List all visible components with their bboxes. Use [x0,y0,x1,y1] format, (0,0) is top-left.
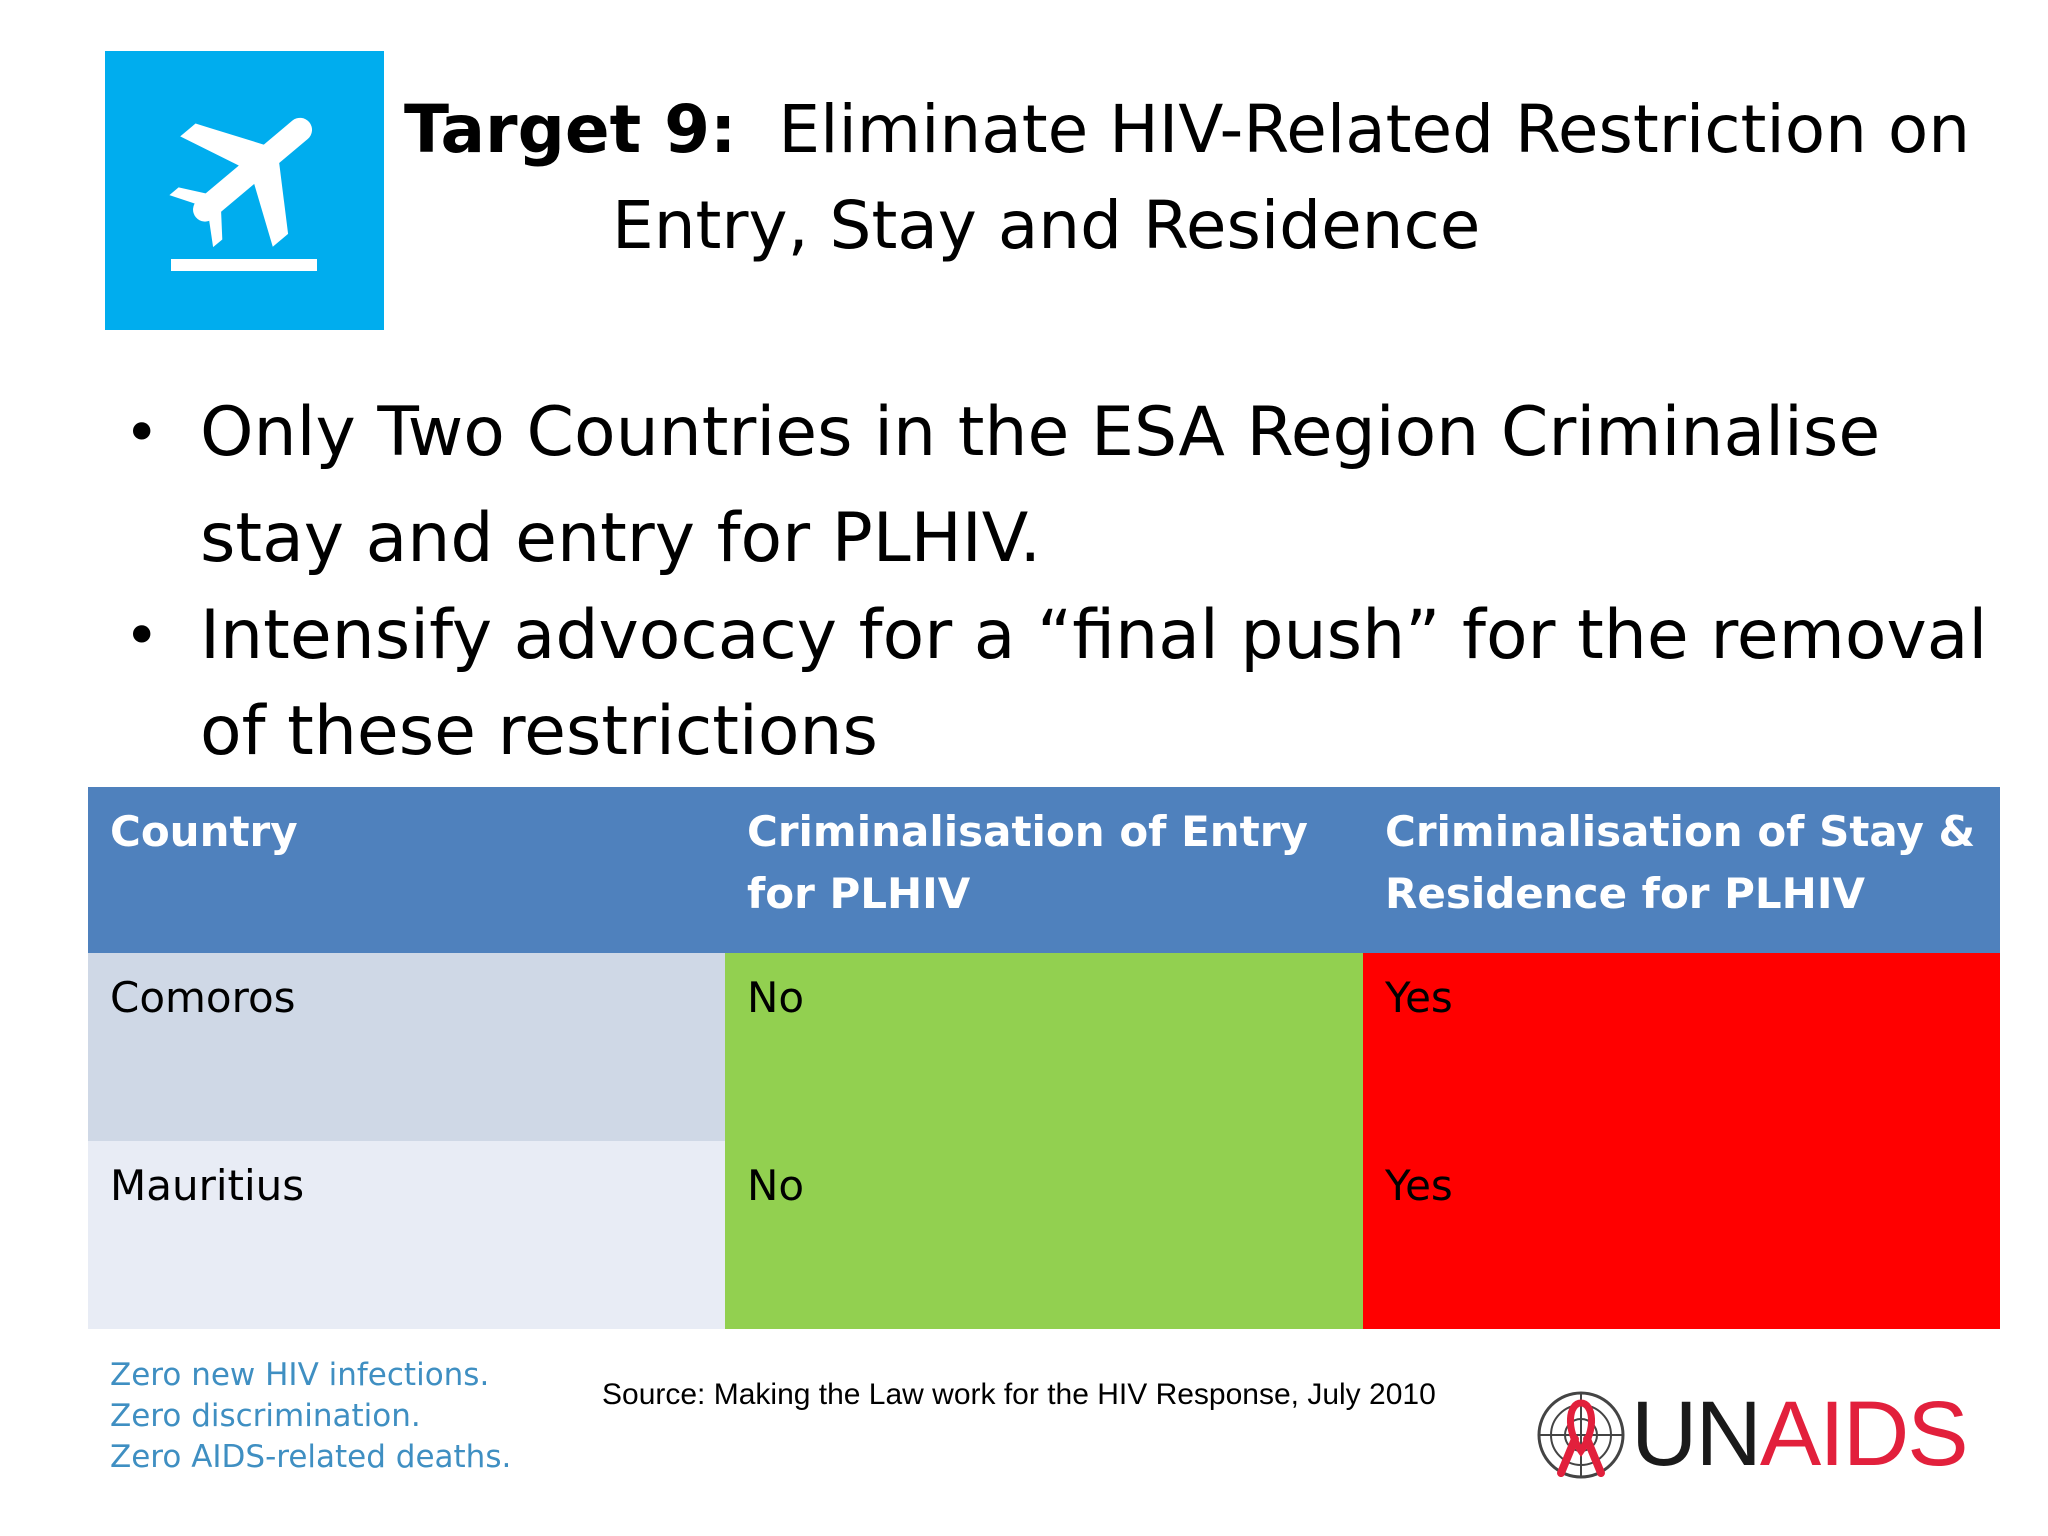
slogan-line: Zero new HIV infections. [110,1357,490,1393]
cell-country: Comoros [88,953,725,1141]
zero-slogan: Zero new HIV infections. Zero discrimina… [110,1355,511,1478]
table-row: Mauritius No Yes [88,1141,2000,1329]
table-header-row: Country Criminalisation of Entry for PLH… [88,787,2000,953]
table-row: Comoros No Yes [88,953,2000,1141]
slogan-line: Zero discrimination. [110,1398,421,1434]
cell-country: Mauritius [88,1141,725,1329]
cell-entry: No [725,953,1363,1141]
airplane-departure-icon [169,117,317,271]
bullet-item-1: Only Two Countries in the ESA Region Cri… [120,380,2000,592]
cell-stay: Yes [1363,1141,2000,1329]
title-line-1: Target 9: Eliminate HIV-Related Restrict… [404,91,1970,168]
header-country: Country [88,787,725,953]
bullet-2-line-1: Intensify advocacy for a “final push” fo… [200,596,1988,675]
slogan-line: Zero AIDS-related deaths. [110,1439,512,1475]
bullet-1-line-1: Only Two Countries in the ESA Region Cri… [200,393,1881,472]
header-entry: Criminalisation of Entry for PLHIV [725,787,1363,953]
un-emblem-ribbon-icon [1537,1391,1625,1479]
unaids-wordmark: UNAIDS [1631,1383,1969,1485]
bullet-item-2: Intensify advocacy for a “final push” fo… [120,588,2000,780]
target-icon-tile [105,51,384,330]
slide-title: Target 9: Eliminate HIV-Related Restrict… [404,82,2024,274]
cell-stay: Yes [1363,953,2000,1141]
title-text-2: Entry, Stay and Residence [612,187,1481,264]
unaids-logo: UNAIDS [1535,1383,1969,1485]
title-target-label: Target 9: [404,91,737,168]
bullet-list: Only Two Countries in the ESA Region Cri… [120,380,2000,780]
cell-entry: No [725,1141,1363,1329]
header-stay: Criminalisation of Stay & Residence for … [1363,787,2000,953]
criminalisation-table: Country Criminalisation of Entry for PLH… [88,787,2000,1329]
bullet-1-line-2: stay and entry for PLHIV. [200,499,1042,578]
source-citation: Source: Making the Law work for the HIV … [602,1378,1436,1411]
title-text-1: Eliminate HIV-Related Restriction on [778,91,1971,168]
bullet-2-line-2: of these restrictions [200,692,878,771]
